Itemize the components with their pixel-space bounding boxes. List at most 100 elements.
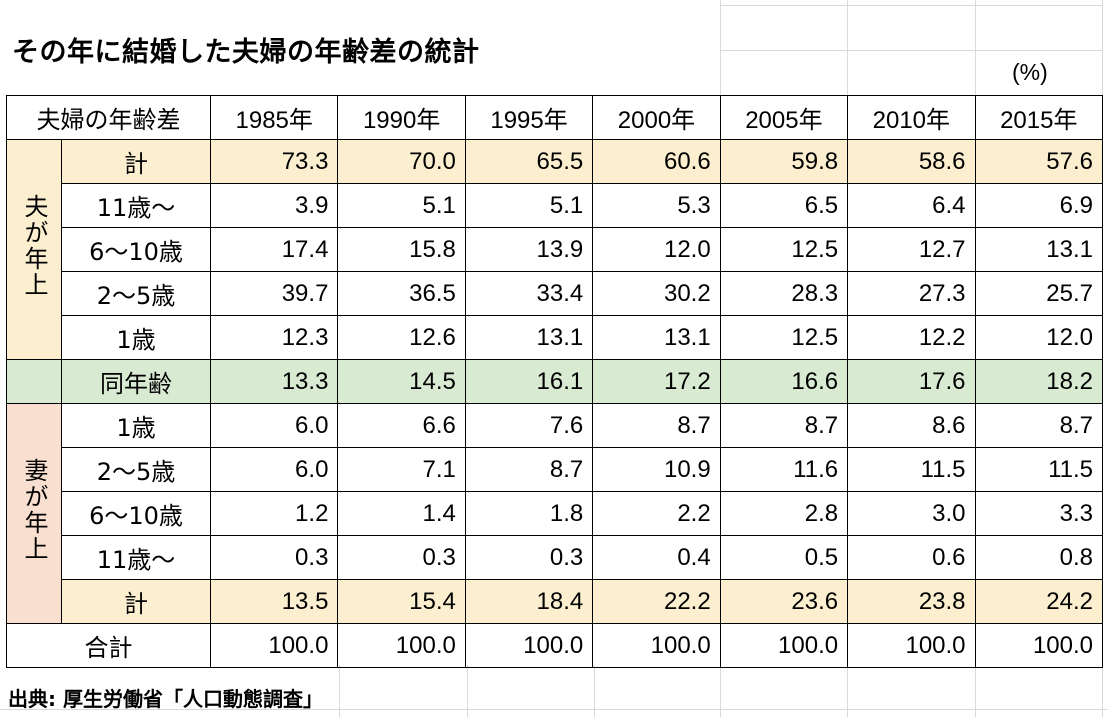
cell: 15.8 [337, 227, 466, 272]
cell: 8.7 [592, 403, 721, 448]
cell: 17.4 [209, 227, 339, 272]
cell: 17.6 [847, 359, 976, 404]
row-label: 計 [61, 139, 211, 184]
cell: 15.4 [337, 579, 466, 624]
cell: 12.2 [847, 315, 976, 360]
cell: 11.5 [974, 447, 1104, 492]
cell: 65.5 [464, 139, 594, 184]
table-row: 11歳～ 3.9 5.1 5.1 5.3 6.5 6.4 6.9 [7, 183, 1104, 228]
cell: 36.5 [337, 271, 466, 316]
cell: 73.3 [209, 139, 339, 184]
gridline [975, 665, 976, 717]
cell: 12.5 [719, 227, 849, 272]
cell: 1.8 [464, 491, 594, 536]
cell: 12.7 [847, 227, 976, 272]
cell: 28.3 [719, 271, 849, 316]
year-header: 2015年 [974, 95, 1104, 140]
cell: 12.3 [209, 315, 339, 360]
row-label: 同年齢 [61, 359, 211, 404]
cell: 13.1 [974, 227, 1104, 272]
cell: 100.0 [209, 623, 339, 668]
cell: 12.6 [337, 315, 466, 360]
cell: 17.2 [592, 359, 721, 404]
cell: 27.3 [847, 271, 976, 316]
cell: 100.0 [337, 623, 466, 668]
header-row: 夫婦の年齢差 1985年 1990年 1995年 2000年 2005年 201… [6, 95, 1104, 140]
row-label: 6～10歳 [61, 491, 211, 536]
cell: 2.2 [592, 491, 721, 536]
gridline [847, 665, 848, 717]
cell: 18.2 [974, 359, 1104, 404]
row-label: 1歳 [61, 403, 211, 448]
header-label: 夫婦の年齢差 [6, 95, 211, 140]
table-row: 2～5歳 6.0 7.1 8.7 10.9 11.6 11.5 11.5 [7, 447, 1104, 492]
cell: 7.1 [337, 447, 466, 492]
cell: 100.0 [974, 623, 1104, 668]
table-row: 2～5歳 39.7 36.5 33.4 30.2 28.3 27.3 25.7 [7, 271, 1104, 316]
cell: 1.4 [337, 491, 466, 536]
cell: 100.0 [592, 623, 721, 668]
table-row: 夫が年上 計 73.3 70.0 65.5 60.6 59.8 58.6 57.… [6, 139, 1104, 360]
cell: 2.8 [719, 491, 849, 536]
same-age-group [6, 359, 62, 404]
cell: 6.4 [847, 183, 976, 228]
cell: 70.0 [337, 139, 466, 184]
cell: 0.3 [209, 535, 339, 580]
cell: 3.3 [974, 491, 1104, 536]
gridline [594, 665, 595, 717]
cell: 12.0 [974, 315, 1104, 360]
cell: 16.6 [719, 359, 849, 404]
cell: 16.1 [464, 359, 594, 404]
cell: 14.5 [337, 359, 466, 404]
cell: 58.6 [847, 139, 976, 184]
source-note: 出典: 厚生労働省「人口動態調査」 [8, 687, 323, 711]
cell: 0.8 [974, 535, 1104, 580]
cell: 5.1 [337, 183, 466, 228]
cell: 13.5 [209, 579, 339, 624]
cell: 11.5 [847, 447, 976, 492]
cell: 12.0 [592, 227, 721, 272]
cell: 0.6 [847, 535, 976, 580]
cell: 0.5 [719, 535, 849, 580]
cell: 0.3 [337, 535, 466, 580]
cell: 7.6 [464, 403, 594, 448]
cell: 100.0 [464, 623, 594, 668]
cell: 57.6 [974, 139, 1104, 184]
cell: 5.1 [464, 183, 594, 228]
cell: 6.0 [209, 447, 339, 492]
cell: 8.6 [847, 403, 976, 448]
group-label: 妻が年上 [20, 458, 48, 562]
row-label: 11歳～ [61, 535, 211, 580]
year-header: 1995年 [464, 95, 594, 140]
year-header: 2010年 [847, 95, 976, 140]
cell: 13.1 [592, 315, 721, 360]
gridline [339, 665, 340, 717]
cell: 13.9 [464, 227, 594, 272]
unit-label: (%) [1012, 59, 1048, 85]
cell: 6.5 [719, 183, 849, 228]
cell: 22.2 [592, 579, 721, 624]
cell: 100.0 [847, 623, 976, 668]
row-label: 11歳～ [61, 183, 211, 228]
gridline [0, 709, 1108, 710]
year-header: 1990年 [337, 95, 466, 140]
cell: 100.0 [719, 623, 849, 668]
row-label: 2～5歳 [61, 271, 211, 316]
cell: 60.6 [592, 139, 721, 184]
cell: 18.4 [464, 579, 594, 624]
row-label: 計 [61, 579, 211, 624]
cell: 6.6 [337, 403, 466, 448]
cell: 39.7 [209, 271, 339, 316]
cell: 13.1 [464, 315, 594, 360]
total-row: 合計 100.0 100.0 100.0 100.0 100.0 100.0 1… [6, 623, 1104, 668]
cell: 3.0 [847, 491, 976, 536]
cell: 6.9 [974, 183, 1104, 228]
row-label: 合計 [6, 623, 211, 668]
table-row: 11歳～ 0.3 0.3 0.3 0.4 0.5 0.6 0.8 [7, 535, 1104, 580]
gridline [1102, 665, 1103, 717]
gridline [467, 665, 468, 717]
cell: 8.7 [464, 447, 594, 492]
table-row: 6～10歳 17.4 15.8 13.9 12.0 12.5 12.7 13.1 [7, 227, 1104, 272]
husband-older-group: 夫が年上 [6, 139, 62, 360]
gridline [720, 50, 1103, 51]
